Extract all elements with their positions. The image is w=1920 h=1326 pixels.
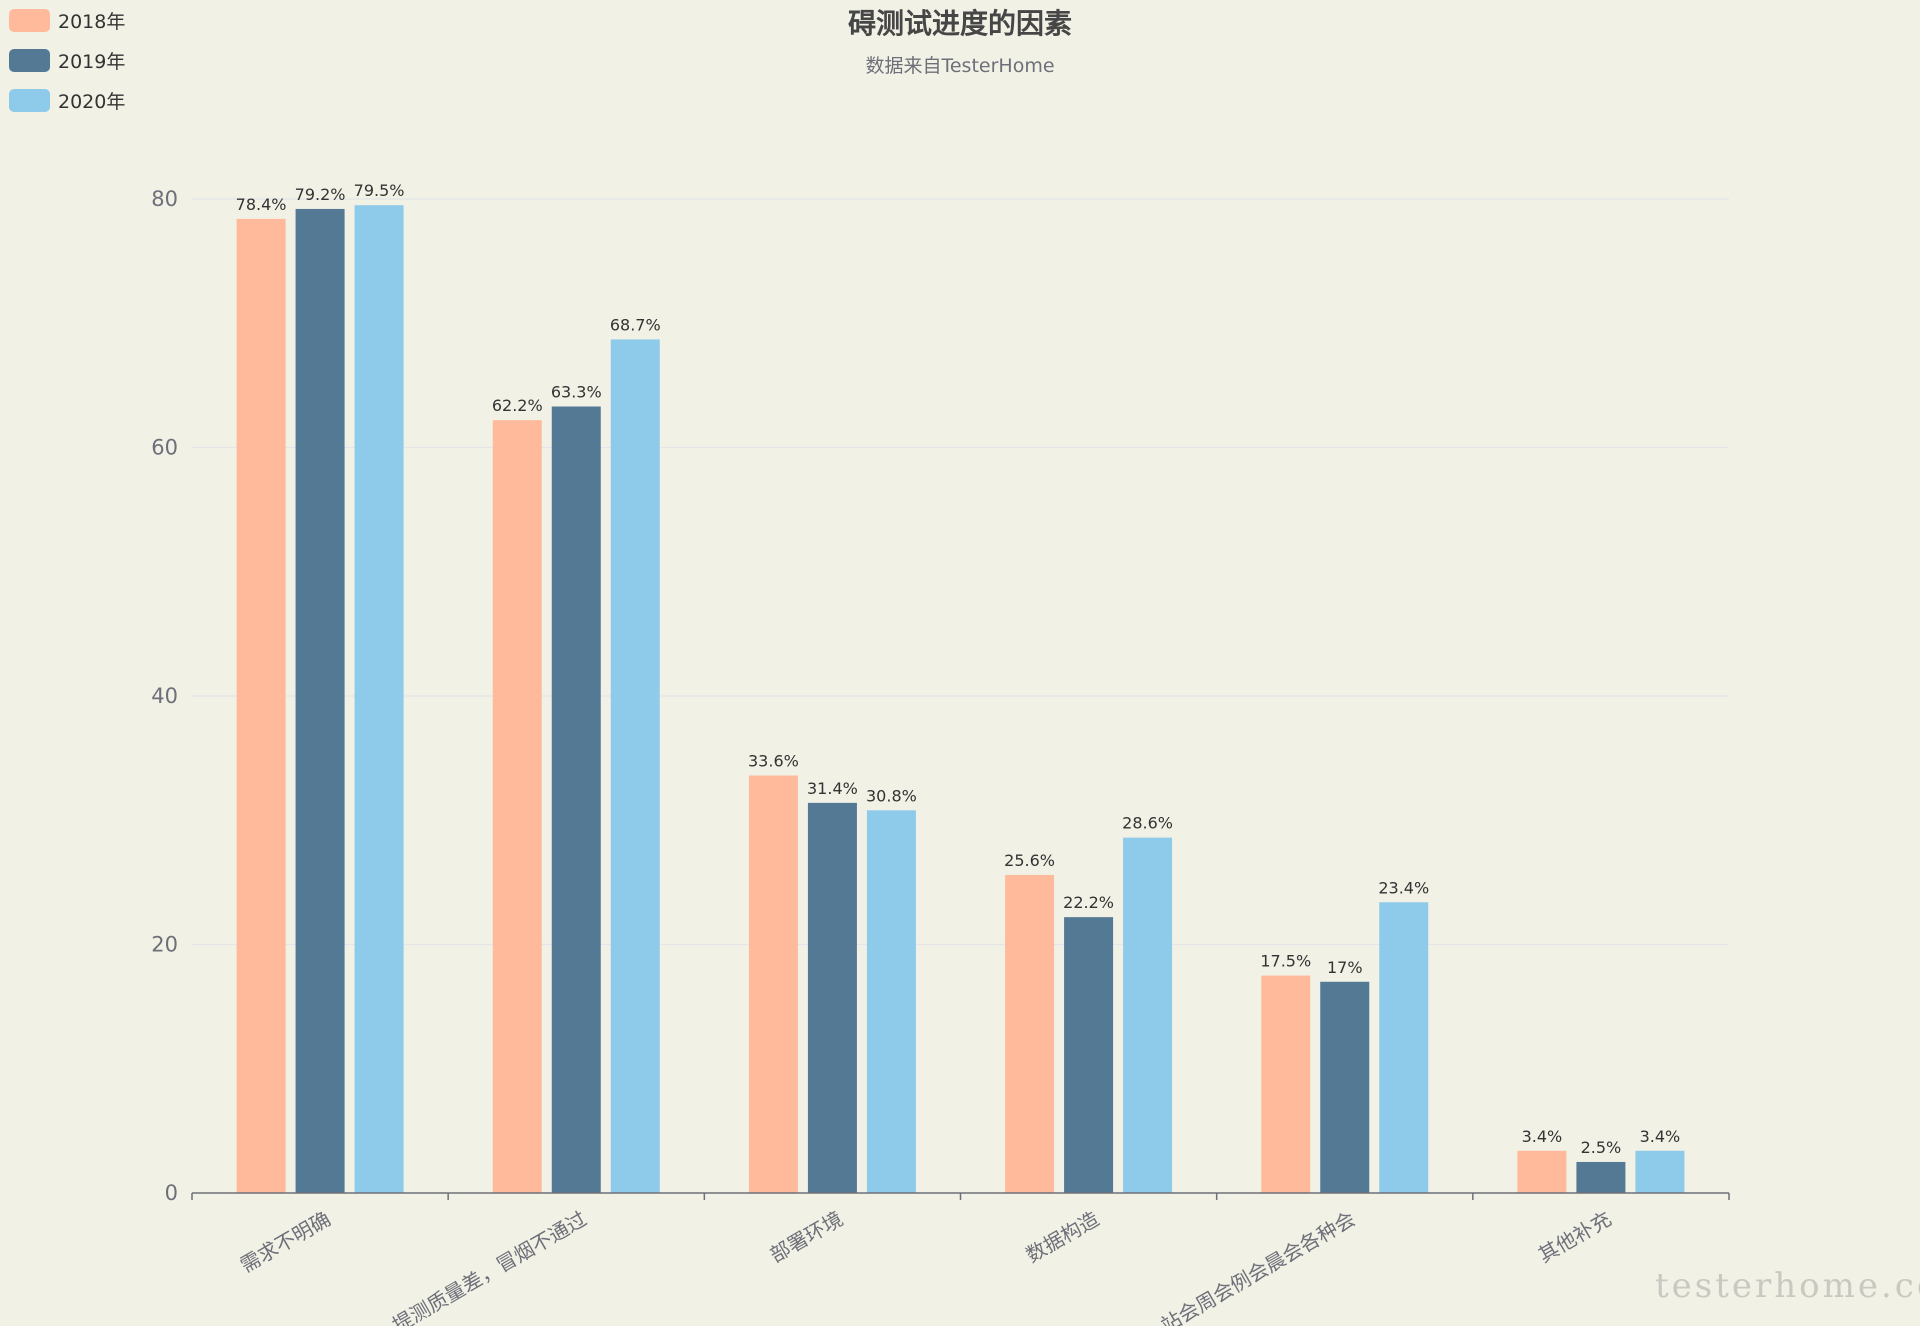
legend-swatch[interactable] [9, 49, 50, 72]
bar-data-label: 63.3% [551, 382, 602, 401]
bar-data-label: 22.2% [1063, 893, 1114, 912]
y-tick-label: 0 [165, 1181, 178, 1205]
y-tick-label: 40 [151, 684, 178, 708]
chart-subtitle: 数据来自TesterHome [865, 55, 1054, 77]
bar[interactable] [807, 802, 857, 1193]
bar-data-label: 68.7% [610, 315, 661, 334]
bar[interactable] [1064, 917, 1114, 1193]
bar[interactable] [1261, 975, 1311, 1193]
x-category-label: 需求不明确 [236, 1207, 335, 1278]
bar-data-label: 28.6% [1122, 814, 1173, 833]
bar[interactable] [354, 205, 404, 1193]
bar[interactable] [1517, 1150, 1567, 1193]
bar[interactable] [1123, 837, 1173, 1193]
bar[interactable] [610, 339, 660, 1194]
bar[interactable] [1576, 1161, 1626, 1193]
x-category-label: 提测质量差，冒烟不通过 [388, 1207, 591, 1326]
bar-data-label: 23.4% [1378, 878, 1429, 897]
bar-data-label: 3.4% [1640, 1127, 1681, 1146]
x-category-label: 数据构造 [1022, 1207, 1103, 1268]
bars: 78.4% 79.2% 79.5% 62.2% 63.3% 68.7% 33.6% 31.4%… [236, 181, 1685, 1194]
y-tick-label: 20 [151, 933, 178, 957]
bar-data-label: 3.4% [1522, 1127, 1563, 1146]
y-tick-label: 80 [151, 187, 178, 211]
legend-label[interactable]: 2018年 [58, 11, 125, 33]
watermark: testerhome.com [1655, 1266, 1920, 1306]
bar[interactable] [295, 208, 345, 1193]
bar[interactable] [1005, 874, 1055, 1193]
bar-data-label: 2.5% [1581, 1138, 1622, 1157]
x-category-label: 其他补充 [1534, 1207, 1615, 1268]
legend[interactable]: 2018年 2019年 2020年 [9, 9, 125, 113]
bar-data-label: 78.4% [236, 195, 287, 214]
legend-swatch[interactable] [9, 89, 50, 112]
bar-data-label: 31.4% [807, 779, 858, 798]
bar-data-label: 79.2% [295, 185, 346, 204]
bar[interactable] [1320, 981, 1370, 1193]
legend-label[interactable]: 2020年 [58, 91, 125, 113]
bar[interactable] [748, 775, 798, 1193]
bar[interactable] [551, 406, 601, 1193]
bar-data-label: 25.6% [1004, 851, 1055, 870]
grid [192, 198, 1729, 946]
legend-swatch[interactable] [9, 9, 50, 32]
bar-data-label: 17% [1327, 958, 1363, 977]
bar-data-label: 33.6% [748, 752, 799, 771]
bar-data-label: 17.5% [1260, 952, 1311, 971]
y-tick-label: 60 [151, 436, 178, 460]
bar[interactable] [492, 420, 542, 1193]
bar[interactable] [1379, 902, 1429, 1193]
bar-data-label: 79.5% [354, 181, 405, 200]
bar-data-label: 30.8% [866, 786, 917, 805]
bar[interactable] [236, 218, 286, 1193]
chart-title: 碍测试进度的因素 [848, 7, 1072, 40]
bar[interactable] [866, 810, 916, 1193]
x-category-label: 部署环境 [766, 1207, 847, 1268]
x-category-label: 站会周会例会晨会各种会 [1157, 1207, 1360, 1326]
legend-label[interactable]: 2019年 [58, 51, 125, 73]
bar[interactable] [1635, 1150, 1685, 1193]
bar-data-label: 62.2% [492, 396, 543, 415]
